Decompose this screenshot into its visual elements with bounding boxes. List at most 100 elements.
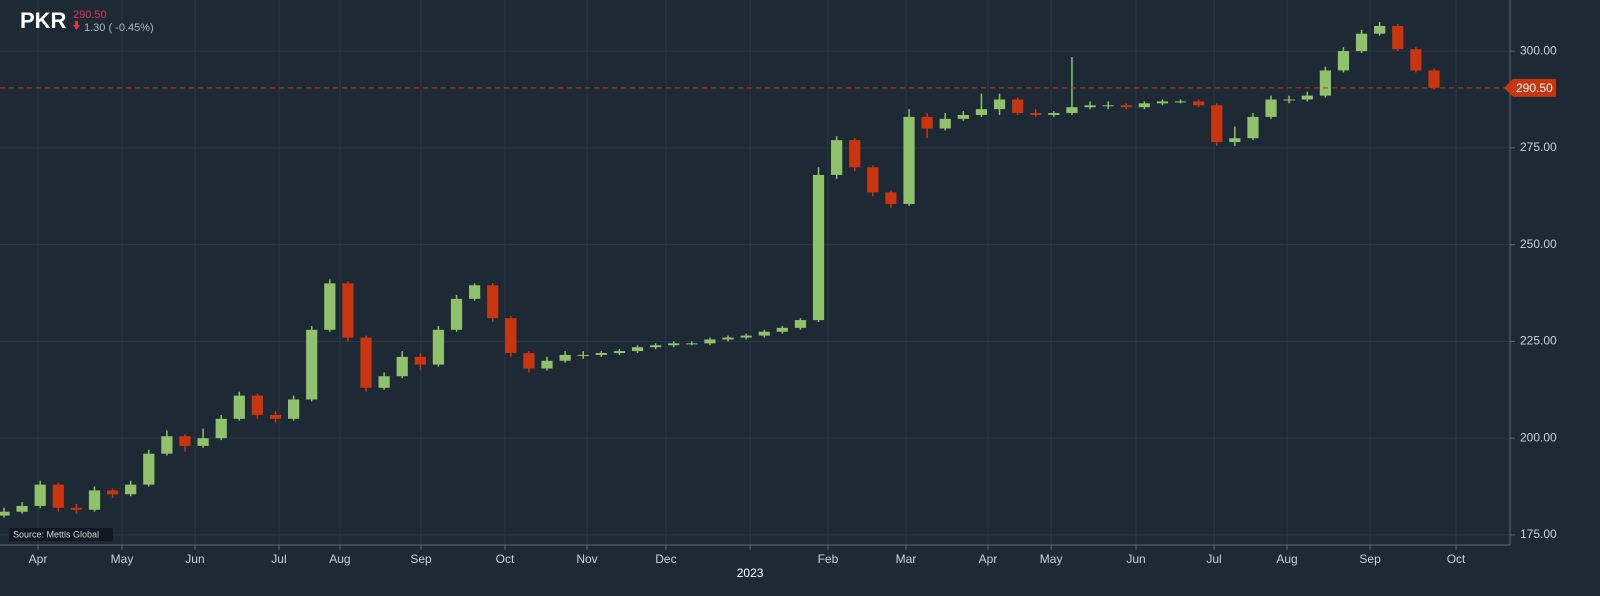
x-tick-label: Aug: [329, 552, 350, 566]
x-tick-label: Apr: [29, 552, 48, 566]
candle-body: [1048, 113, 1060, 115]
y-tick-label: 175.00: [1520, 527, 1557, 541]
chart-title: PKR: [20, 8, 67, 33]
x-tick-label: Oct: [496, 552, 515, 566]
candle-body: [650, 345, 662, 348]
header-price: 290.50: [73, 9, 107, 21]
candle-body: [70, 507, 82, 510]
header-change: 1.30 ( -0.45%): [84, 22, 154, 34]
candle-body: [867, 167, 879, 193]
candle-body: [1030, 113, 1042, 115]
candle-body: [469, 285, 481, 299]
candle-body: [686, 343, 698, 345]
candle-body: [831, 140, 843, 175]
x-tick-label: Mar: [896, 552, 917, 566]
candle-body: [1283, 99, 1295, 101]
candle-body: [1174, 101, 1187, 103]
candle-body: [1138, 103, 1150, 108]
candle-body: [233, 395, 245, 419]
y-tick-label: 250.00: [1520, 237, 1557, 251]
candle-body: [523, 353, 535, 369]
candle-body: [939, 118, 951, 129]
candle-body: [776, 327, 788, 332]
candle-body: [740, 335, 752, 338]
candle-body: [306, 329, 318, 400]
candle-body: [0, 511, 10, 516]
candle-body: [179, 436, 191, 446]
candle-body: [34, 484, 46, 506]
candle-body: [1120, 105, 1132, 108]
candle-body: [125, 484, 137, 495]
candle-body: [1156, 101, 1169, 104]
candle-body: [414, 356, 426, 365]
candle-body: [1301, 95, 1313, 100]
candle-body: [487, 285, 499, 319]
candle-body: [88, 490, 101, 510]
candle-body: [143, 453, 155, 485]
y-tick-label: 200.00: [1520, 430, 1557, 444]
source: Source: Mettis Global: [13, 529, 99, 539]
candle-body: [1247, 116, 1259, 139]
candle-body: [1392, 25, 1404, 50]
candle-body: [668, 343, 680, 346]
y-tick-label: 225.00: [1520, 334, 1557, 348]
candle-body: [1066, 107, 1078, 114]
x-tick-label: Nov: [576, 552, 597, 566]
x-tick-label: Jun: [185, 552, 204, 566]
candle-body: [921, 116, 933, 129]
candle-body: [324, 283, 336, 330]
x-tick-label: Apr: [979, 552, 998, 566]
x-tick-label: Sep: [410, 552, 432, 566]
grid: [0, 0, 1510, 545]
candle-body: [1374, 25, 1386, 34]
candle-body: [1084, 105, 1096, 108]
candle-body: [595, 353, 607, 355]
candle-body: [106, 490, 119, 495]
last-price-label: 290.50: [1516, 81, 1553, 95]
candle-body: [1012, 99, 1024, 114]
last-price-tag: [1504, 78, 1556, 97]
candle-body: [758, 331, 770, 336]
candle-body: [993, 99, 1006, 110]
x-tick-label: Sep: [1359, 552, 1381, 566]
candle-body: [1428, 70, 1440, 88]
candle-body: [1337, 51, 1350, 71]
y-tick-label: 300.00: [1520, 43, 1557, 57]
x-tick-label: Oct: [1447, 552, 1466, 566]
x-tick-label: 2023: [737, 566, 764, 580]
candle-body: [957, 114, 969, 119]
down-arrow: [73, 21, 80, 30]
x-tick-label: Jul: [271, 552, 286, 566]
candle-body: [613, 351, 626, 354]
x-tick-label: May: [111, 552, 134, 566]
x-tick-label: Jun: [1126, 552, 1145, 566]
x-tick-label: Feb: [818, 552, 839, 566]
candle-body: [1102, 105, 1114, 107]
candle-body: [849, 140, 861, 168]
candle-body: [812, 174, 825, 321]
x-tick-label: Aug: [1276, 552, 1297, 566]
candle-body: [52, 484, 64, 508]
candle-body: [505, 318, 517, 354]
candle-body: [1319, 70, 1331, 96]
candle-body: [396, 356, 408, 377]
candle-body: [161, 436, 173, 454]
x-tick-label: Jul: [1206, 552, 1221, 566]
candle-body: [704, 339, 716, 344]
candle-body: [342, 283, 354, 338]
candle-body: [975, 109, 988, 115]
candle-body: [450, 298, 463, 330]
candle-body: [559, 354, 571, 361]
candle-body: [722, 337, 734, 340]
candle-body: [16, 505, 28, 512]
candle-body: [794, 320, 807, 328]
source-box: [9, 528, 113, 541]
candle-body: [541, 360, 553, 369]
candle-body: [903, 116, 915, 204]
x-tick-label: May: [1040, 552, 1063, 566]
candle-body: [1355, 33, 1368, 52]
candle-body: [215, 418, 227, 439]
